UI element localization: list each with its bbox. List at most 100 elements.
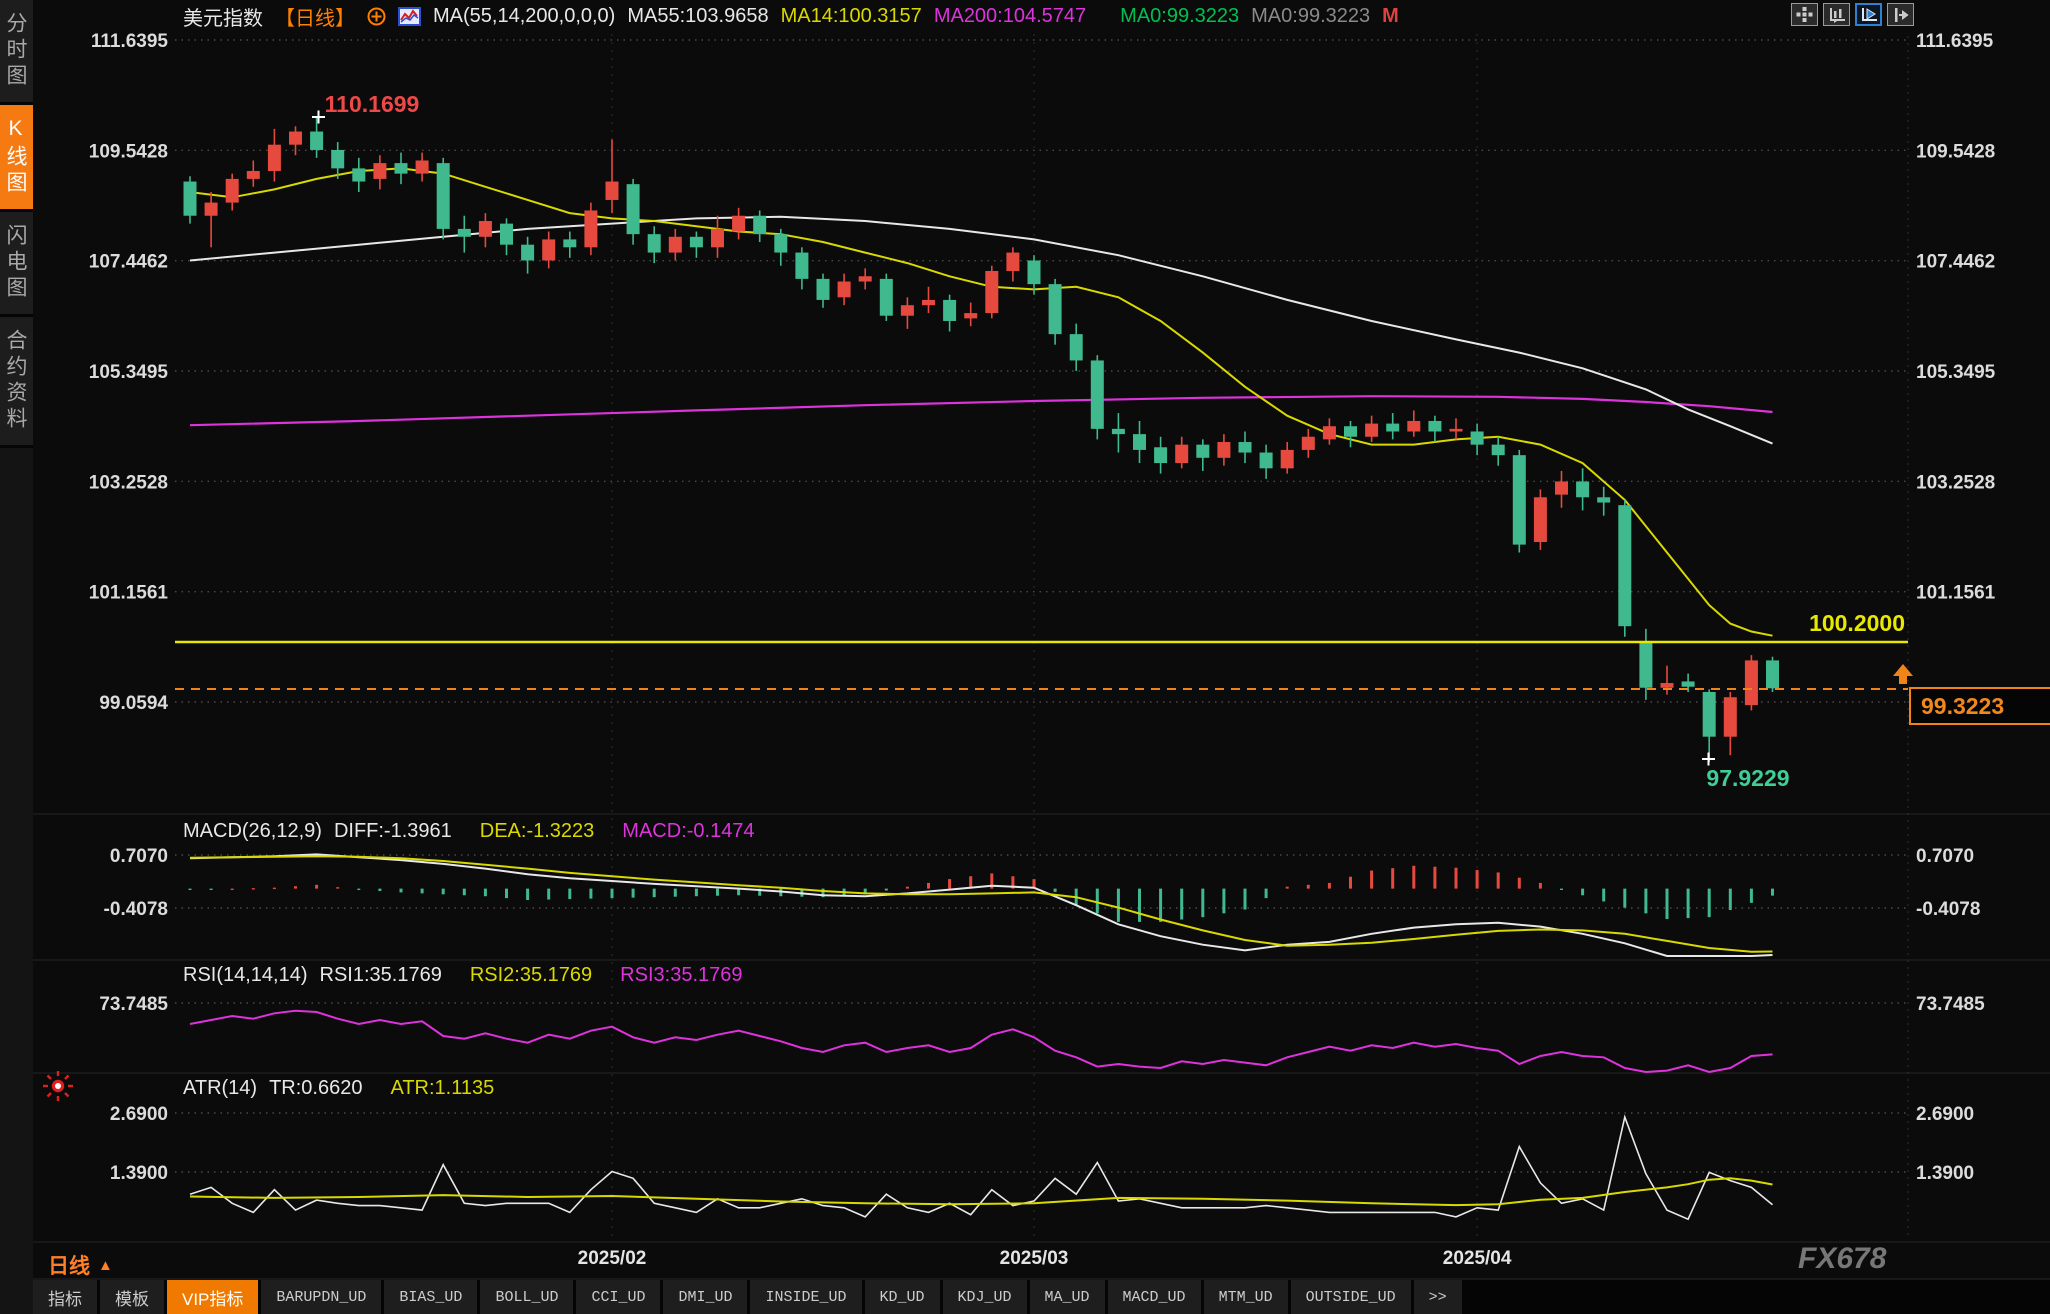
bottom-tab-macdud[interactable]: MACD_UD bbox=[1107, 1280, 1201, 1314]
bottom-tab-kdud[interactable]: KD_UD bbox=[864, 1280, 940, 1314]
axis-bars-icon[interactable] bbox=[1823, 3, 1850, 26]
bottom-tab-[interactable]: 模板 bbox=[100, 1280, 164, 1314]
candle-body bbox=[246, 171, 260, 179]
candle-body bbox=[689, 236, 703, 248]
axis-tick-label: 2.6900 bbox=[1916, 1104, 1974, 1125]
macd-histogram-bar bbox=[884, 888, 888, 891]
bottom-tab-outsideud[interactable]: OUTSIDE_UD bbox=[1290, 1280, 1411, 1314]
bottom-tab-dmiud[interactable]: DMI_UD bbox=[663, 1280, 748, 1314]
rsi-title[interactable]: RSI(14,14,14) bbox=[183, 964, 308, 986]
macd-histogram-bar bbox=[905, 886, 909, 889]
candle-body bbox=[1259, 452, 1273, 469]
bottom-tab-mtmud[interactable]: MTM_UD bbox=[1203, 1280, 1288, 1314]
candle-body bbox=[289, 131, 302, 145]
bottom-tab-vip[interactable]: VIP指标 bbox=[167, 1280, 259, 1314]
macd-histogram-bar bbox=[547, 888, 551, 900]
macd-title[interactable]: MACD(26,12,9) bbox=[183, 820, 322, 842]
sidebar-tab-2[interactable]: 闪电图 bbox=[0, 212, 33, 317]
macd-histogram-bar bbox=[1285, 886, 1289, 889]
sidebar-tab-1[interactable]: K线图 bbox=[0, 105, 33, 212]
candle-body bbox=[1555, 481, 1568, 495]
macd-histogram-bar bbox=[1728, 888, 1732, 911]
candle-body bbox=[626, 184, 640, 235]
rsi-line bbox=[189, 1009, 1773, 1074]
bottom-tab-cciud[interactable]: CCI_UD bbox=[576, 1280, 661, 1314]
rsi3-value: RSI3:35.1769 bbox=[620, 964, 743, 986]
high-cross-marker bbox=[312, 110, 325, 124]
triangle-up-icon: ▲ bbox=[98, 1256, 113, 1274]
macd-histogram-bar bbox=[716, 888, 719, 896]
candle-body bbox=[647, 234, 661, 253]
axis-play-icon[interactable] bbox=[1855, 3, 1882, 26]
ma14-line bbox=[189, 167, 1773, 637]
axis-tick-label: 0.7070 bbox=[1916, 846, 1974, 867]
symbol-title: 美元指数 bbox=[183, 7, 263, 30]
axis-tick-label: 73.7485 bbox=[1916, 994, 1985, 1015]
bottom-tab-insideud[interactable]: INSIDE_UD bbox=[750, 1280, 862, 1314]
macd-panel-header: MACD(26,12,9) DIFF:-1.3961 DEA:-1.3223 M… bbox=[183, 820, 755, 843]
axis-tick-label: 1.3900 bbox=[110, 1163, 168, 1184]
add-compare-icon[interactable] bbox=[367, 7, 386, 26]
axis-tick-label: 109.5428 bbox=[1916, 141, 1995, 162]
macd-histogram-bar bbox=[1771, 888, 1774, 896]
sidebar-tab-3[interactable]: 合约资料 bbox=[0, 317, 33, 448]
macd-histogram-bar bbox=[1517, 877, 1521, 889]
bottom-tab-biasud[interactable]: BIAS_UD bbox=[384, 1280, 478, 1314]
sidebar-tab-0[interactable]: 分时图 bbox=[0, 0, 33, 105]
macd-histogram-bar bbox=[948, 879, 952, 889]
macd-histogram-bar bbox=[589, 888, 593, 899]
candle-body bbox=[415, 160, 429, 174]
candle-body bbox=[1744, 660, 1758, 706]
candle-body bbox=[225, 178, 239, 203]
macd-histogram-bar bbox=[209, 888, 213, 891]
candle-body bbox=[1512, 455, 1526, 545]
macd-histogram-bar bbox=[272, 887, 276, 890]
period-selector[interactable]: 日线 ▲ bbox=[48, 1250, 113, 1280]
macd-histogram-bar bbox=[1560, 888, 1563, 891]
candle-body bbox=[1301, 436, 1315, 450]
candle-body bbox=[1618, 505, 1632, 627]
bottom-tab-bollud[interactable]: BOLL_UD bbox=[480, 1280, 574, 1314]
candle-body bbox=[373, 163, 387, 179]
candle-body bbox=[394, 163, 408, 174]
bottom-tab-[interactable]: 指标 bbox=[33, 1280, 97, 1314]
atr-title[interactable]: ATR(14) bbox=[183, 1077, 258, 1099]
ma0-value-2: MA0:99.3223 bbox=[1251, 4, 1371, 27]
period-label[interactable]: 日线 bbox=[48, 1255, 90, 1278]
period-tag[interactable]: 【日线】 bbox=[275, 7, 355, 30]
rsi2-value: RSI2:35.1769 bbox=[469, 964, 593, 986]
axis-shift-icon[interactable] bbox=[1887, 3, 1914, 26]
candle-body bbox=[331, 149, 345, 169]
ma0-value: MA0:99.3223 bbox=[1120, 4, 1240, 27]
x-axis-date: 2025/03 bbox=[999, 1248, 1069, 1269]
macd-histogram-bar bbox=[1116, 888, 1120, 922]
grid-move-icon[interactable] bbox=[1791, 3, 1818, 26]
bottom-tab-maud[interactable]: MA_UD bbox=[1029, 1280, 1105, 1314]
axis-tick-label: 103.2528 bbox=[1916, 472, 1995, 493]
axis-tick-label: -0.4078 bbox=[1916, 899, 1980, 920]
macd-histogram-bar bbox=[990, 873, 994, 889]
bottom-tab-kdjud[interactable]: KDJ_UD bbox=[942, 1280, 1027, 1314]
chart-type-icon[interactable] bbox=[398, 6, 421, 26]
macd-histogram-bar bbox=[230, 888, 234, 891]
macd-histogram-bar bbox=[505, 888, 508, 899]
macd-histogram-bar bbox=[1412, 865, 1416, 889]
macd-histogram-bar bbox=[336, 887, 340, 889]
candle-body bbox=[1449, 428, 1463, 432]
candle-body bbox=[985, 270, 999, 314]
macd-diff-line bbox=[189, 853, 1773, 957]
candle-body bbox=[1470, 431, 1484, 445]
macd-histogram-bar bbox=[610, 888, 614, 899]
macd-histogram-bar bbox=[1581, 888, 1585, 896]
candle-body bbox=[457, 228, 471, 237]
macd-histogram-bar bbox=[1496, 872, 1500, 889]
macd-histogram-bar bbox=[1053, 888, 1057, 892]
macd-histogram-bar bbox=[1538, 882, 1542, 889]
bottom-tab-barupdnud[interactable]: BARUPDN_UD bbox=[261, 1280, 382, 1314]
macd-histogram-bar bbox=[1644, 888, 1648, 914]
alert-burst-icon[interactable] bbox=[42, 1070, 74, 1107]
candle-body bbox=[858, 276, 872, 282]
bottom-tab-[interactable]: >> bbox=[1413, 1280, 1462, 1314]
